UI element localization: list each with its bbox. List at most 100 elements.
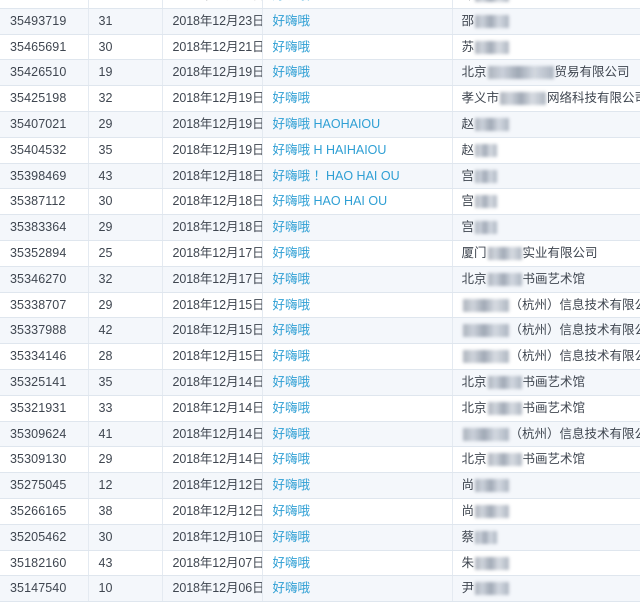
trademark-name-link[interactable]: 好嗨哦 (273, 530, 311, 544)
cell-applicant-owner: 尹 (452, 576, 640, 602)
owner-prefix-text: 北京 (462, 65, 487, 79)
cell-class: 10 (88, 576, 162, 602)
cell-registration-number: 35494545 (0, 0, 88, 8)
trademark-name-cn: 好嗨哦 (273, 556, 311, 570)
redacted-text-block (488, 66, 554, 79)
trademark-name-link[interactable]: 好嗨哦 (273, 272, 311, 286)
trademark-name-link[interactable]: 好嗨哦 (273, 220, 311, 234)
owner-prefix-text: 邵 (462, 14, 475, 28)
trademark-name-cn: 好嗨哦 (273, 452, 311, 466)
cell-trademark-name: 好嗨哦 (262, 550, 452, 576)
trademark-name-link[interactable]: 好嗨哦 (273, 452, 311, 466)
cell-applicant-owner: 北京书画艺术馆 (452, 395, 640, 421)
cell-applicant-owner: 孝义市网络科技有限公司 (452, 86, 640, 112)
trademark-name-cn: 好嗨哦 (273, 272, 311, 286)
redacted-text-block (475, 557, 509, 570)
trademark-name-cn: 好嗨哦 (273, 504, 311, 518)
trademark-name-link[interactable]: 好嗨哦 (273, 349, 311, 363)
trademark-name-link[interactable]: 好嗨哦 HAOHAIOU (273, 117, 381, 131)
trademark-name-link[interactable]: 好嗨哦 (273, 581, 311, 595)
cell-applicant-owner: 尚 (452, 473, 640, 499)
cell-applicant-owner: 宫 (452, 163, 640, 189)
trademark-name-link[interactable]: 好嗨哦 (273, 14, 311, 28)
redacted-text-block (475, 118, 509, 131)
trademark-name-link[interactable]: 好嗨哦 ！HAO HAI OU (273, 169, 400, 183)
trademark-name-link[interactable]: 好嗨哦 (273, 556, 311, 570)
owner-prefix-text: 尚 (462, 504, 475, 518)
cell-trademark-name: 好嗨哦 (262, 447, 452, 473)
cell-application-date: 2018年12月23日 (162, 8, 262, 34)
trademark-name-link[interactable]: 好嗨哦 (273, 40, 311, 54)
cell-application-date: 2018年12月14日 (162, 369, 262, 395)
redacted-text-block (475, 221, 497, 234)
cell-class: 38 (88, 498, 162, 524)
trademark-name-link[interactable]: 好嗨哦 (273, 91, 311, 105)
trademark-name-link[interactable]: 好嗨哦 HAO HAI OU (273, 194, 388, 208)
cell-application-date: 2018年12月18日 (162, 163, 262, 189)
cell-application-date: 2018年12月18日 (162, 189, 262, 215)
owner-suffix-text: （杭州）信息技术有限公司 (510, 427, 640, 441)
cell-trademark-name: 好嗨哦 HAOHAIOU (262, 111, 452, 137)
cell-application-date: 2018年12月19日 (162, 60, 262, 86)
trademark-name-link[interactable]: 好嗨哦 (273, 65, 311, 79)
cell-registration-number: 35407021 (0, 111, 88, 137)
owner-suffix-text: 书画艺术馆 (523, 452, 586, 466)
trademark-name-cn: 好嗨哦 (273, 143, 311, 157)
trademark-name-link[interactable]: 好嗨哦 H HAIHAIOU (273, 143, 387, 157)
cell-registration-number: 35493719 (0, 8, 88, 34)
cell-class: 12 (88, 473, 162, 499)
trademark-name-link[interactable]: 好嗨哦 (273, 478, 311, 492)
cell-applicant-owner: 蔡 (452, 524, 640, 550)
cell-trademark-name: 好嗨哦 (262, 344, 452, 370)
trademark-name-link[interactable]: 好嗨哦 (273, 375, 311, 389)
cell-class: 32 (88, 86, 162, 112)
cell-class: 25 (88, 0, 162, 8)
cell-registration-number: 35346270 (0, 266, 88, 292)
cell-trademark-name: 好嗨哦 (262, 8, 452, 34)
cell-trademark-name: 好嗨哦 (262, 266, 452, 292)
cell-application-date: 2018年12月18日 (162, 215, 262, 241)
trademark-name-link[interactable]: 好嗨哦 (273, 298, 311, 312)
cell-application-date: 2018年12月10日 (162, 524, 262, 550)
cell-application-date: 2018年12月17日 (162, 266, 262, 292)
trademark-name-link[interactable]: 好嗨哦 (273, 323, 311, 337)
cell-application-date: 2018年12月19日 (162, 86, 262, 112)
trademark-name-link[interactable]: 好嗨哦 (273, 0, 311, 2)
trademark-name-link[interactable]: 好嗨哦 (273, 401, 311, 415)
cell-class: 33 (88, 395, 162, 421)
trademark-name-link[interactable]: 好嗨哦 (273, 427, 311, 441)
table-row[interactable]: 35494545252018年12月23日好嗨哦邱 (0, 0, 640, 8)
trademark-name-cn: 好嗨哦 (273, 194, 311, 208)
cell-registration-number: 35321931 (0, 395, 88, 421)
owner-suffix-text: 书画艺术馆 (523, 401, 586, 415)
trademark-name-link[interactable]: 好嗨哦 (273, 504, 311, 518)
cell-registration-number: 35404532 (0, 137, 88, 163)
owner-prefix-text: 孝义市 (462, 91, 500, 105)
trademark-name-latin: H HAIHAIOU (314, 143, 387, 157)
trademark-name-link[interactable]: 好嗨哦 (273, 246, 311, 260)
